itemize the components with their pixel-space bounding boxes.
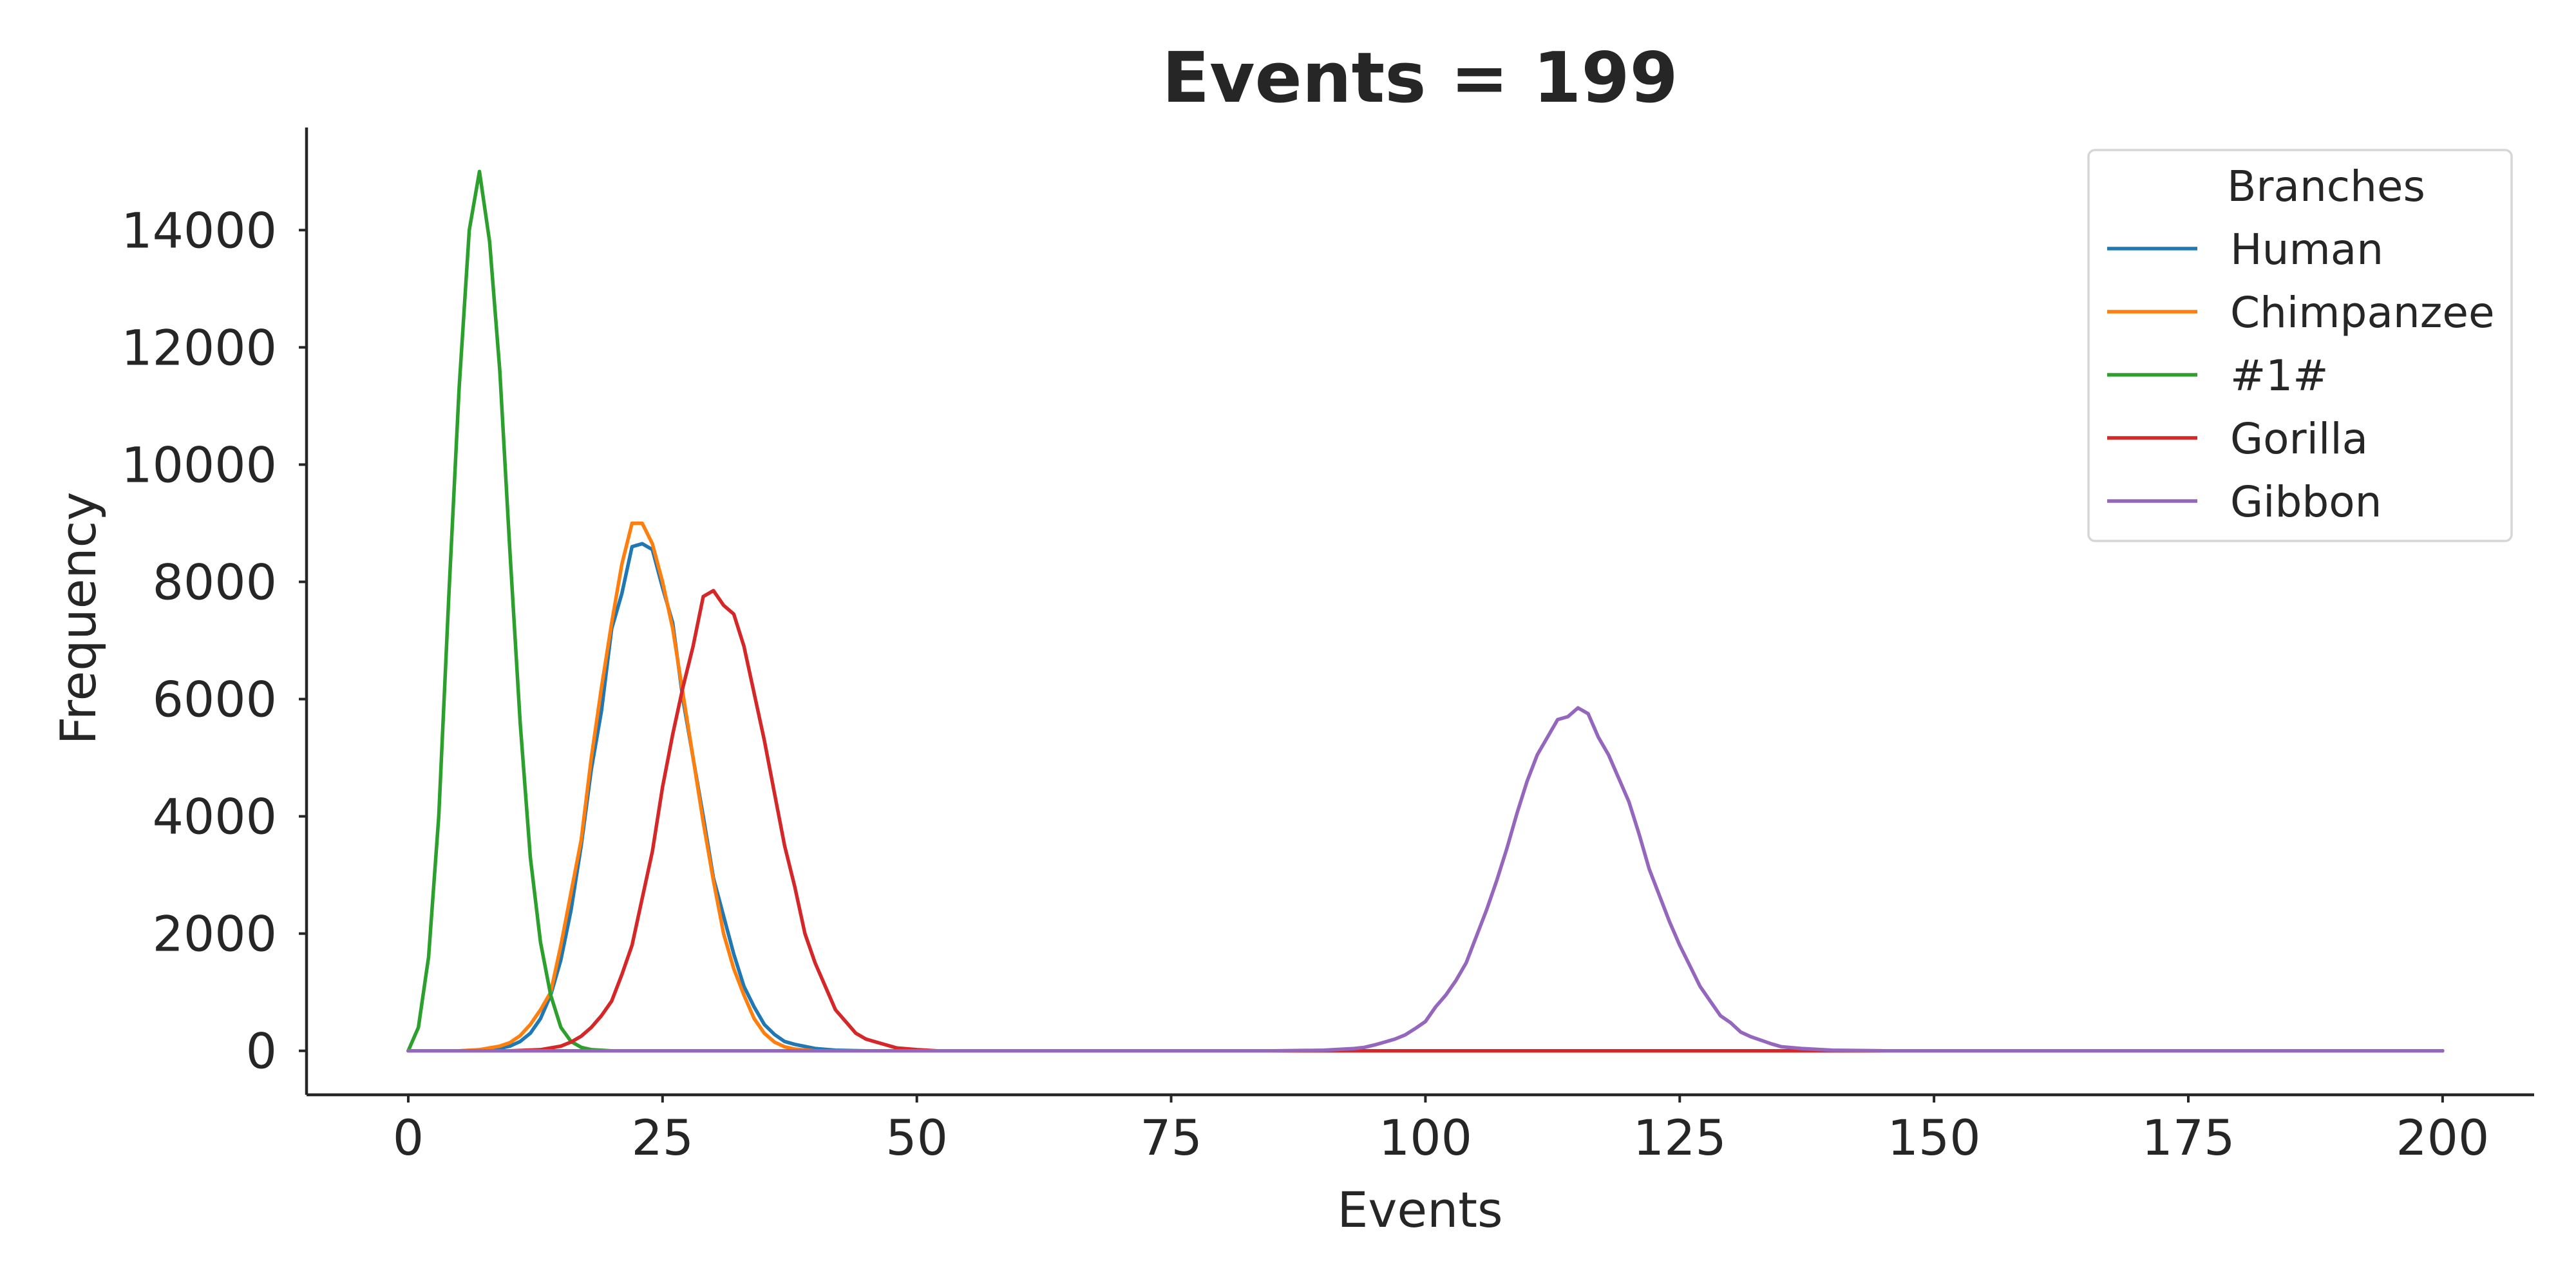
y-axis-ticks: 0 2000 4000 6000 8000 10000 12000 14000 [121, 202, 307, 1080]
legend-label: #1# [2230, 351, 2329, 401]
y-tick-label: 6000 [153, 671, 277, 728]
x-tick-label: 150 [1888, 1109, 1981, 1166]
x-axis-label: Events [1337, 1181, 1502, 1238]
x-tick-label: 100 [1379, 1109, 1472, 1166]
y-tick-label: 0 [246, 1023, 277, 1080]
legend: Branches Human Chimpanzee #1# Gorilla Gibbon [2087, 149, 2513, 542]
x-tick-label: 0 [393, 1109, 424, 1166]
series-line-gibbon [406, 706, 2445, 1053]
x-tick-label: 75 [1140, 1109, 1202, 1166]
legend-title: Branches [2227, 162, 2425, 211]
legend-entries: Human Chimpanzee #1# Gorilla Gibbon [2107, 225, 2495, 527]
y-tick-label: 14000 [121, 202, 277, 259]
x-tick-label: 50 [886, 1109, 948, 1166]
y-axis-label: Frequency [50, 492, 107, 745]
legend-label: Human [2230, 225, 2383, 274]
y-tick-label: 10000 [121, 436, 277, 493]
x-tick-label: 25 [631, 1109, 694, 1166]
y-tick-label: 8000 [153, 553, 277, 611]
legend-label: Gorilla [2230, 414, 2368, 464]
y-tick-label: 4000 [153, 788, 277, 846]
legend-label: Chimpanzee [2230, 288, 2495, 337]
x-axis-ticks: 0 25 50 75 100 125 150 175 200 [393, 1095, 2489, 1166]
series-line-gorilla [406, 589, 2445, 1053]
series-line-chimpanzee [406, 521, 2445, 1053]
x-tick-label: 200 [2396, 1109, 2489, 1166]
x-tick-label: 125 [1633, 1109, 1727, 1166]
series-line-human [406, 542, 2445, 1053]
chart-title: Events = 199 [1162, 38, 1678, 118]
y-tick-label: 2000 [153, 905, 277, 963]
series-line-1 [406, 169, 2445, 1053]
legend-label: Gibbon [2230, 477, 2382, 527]
x-tick-label: 175 [2141, 1109, 2235, 1166]
series-layer [406, 169, 2445, 1053]
y-tick-label: 12000 [121, 319, 277, 376]
